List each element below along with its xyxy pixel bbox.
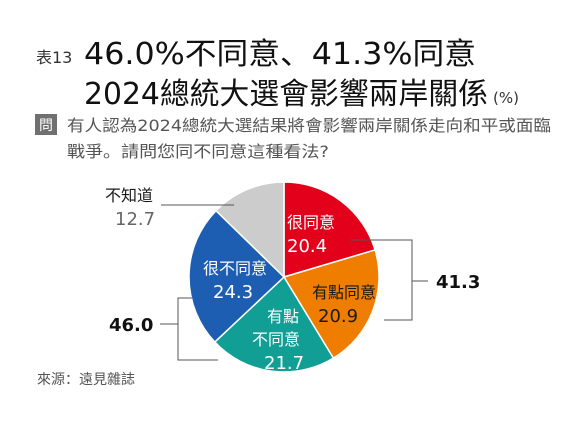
pie-slice-somewhat-disagree bbox=[213, 275, 335, 373]
chart-headline: 46.0%不同意、41.3%同意 bbox=[84, 37, 476, 72]
table-number: 表13 bbox=[36, 48, 72, 67]
callout-lines bbox=[160, 204, 428, 361]
slice-value-very-disagree: 24.3 bbox=[213, 282, 253, 303]
pie-slice-very-disagree bbox=[188, 209, 286, 344]
pie-slice-dont-know bbox=[214, 181, 285, 279]
agree-bracket bbox=[350, 239, 413, 321]
slice-label-somewhat-disagree-2: 不同意 bbox=[252, 330, 300, 349]
agree-total: 41.3 bbox=[436, 272, 480, 293]
slice-label-dont-know: 不知道 bbox=[105, 186, 153, 205]
slice-value-somewhat-disagree: 21.7 bbox=[264, 353, 304, 374]
question-tag: 問 bbox=[39, 118, 53, 134]
disagree-bracket bbox=[177, 297, 218, 361]
pie-chart bbox=[188, 181, 380, 373]
slice-label-very-agree: 很同意 bbox=[287, 213, 335, 232]
question-tag-box bbox=[35, 114, 57, 135]
slice-label-somewhat-agree: 有點同意 bbox=[312, 283, 376, 302]
pie-slice-somewhat-agree bbox=[282, 248, 380, 360]
chart-subtitle: 2024總統大選會影響兩岸關係 bbox=[84, 77, 488, 112]
slice-value-dont-know: 12.7 bbox=[115, 209, 155, 230]
pie-slice-very-agree bbox=[283, 181, 376, 279]
slice-value-very-agree: 20.4 bbox=[287, 236, 327, 257]
question-line-1: 有人認為2024總統大選結果將會影響兩岸關係走向和平或面臨 bbox=[67, 116, 551, 135]
unit-label: (%) bbox=[493, 89, 519, 107]
disagree-total: 46.0 bbox=[109, 315, 153, 336]
source-note: 來源：遠見雜誌 bbox=[37, 372, 135, 388]
slice-label-very-disagree: 很不同意 bbox=[203, 259, 267, 278]
slice-label-somewhat-disagree-1: 有點 bbox=[267, 307, 299, 326]
question-line-2: 戰爭。請問您同不同意這種看法? bbox=[67, 142, 329, 161]
slice-value-somewhat-agree: 20.9 bbox=[318, 306, 358, 327]
